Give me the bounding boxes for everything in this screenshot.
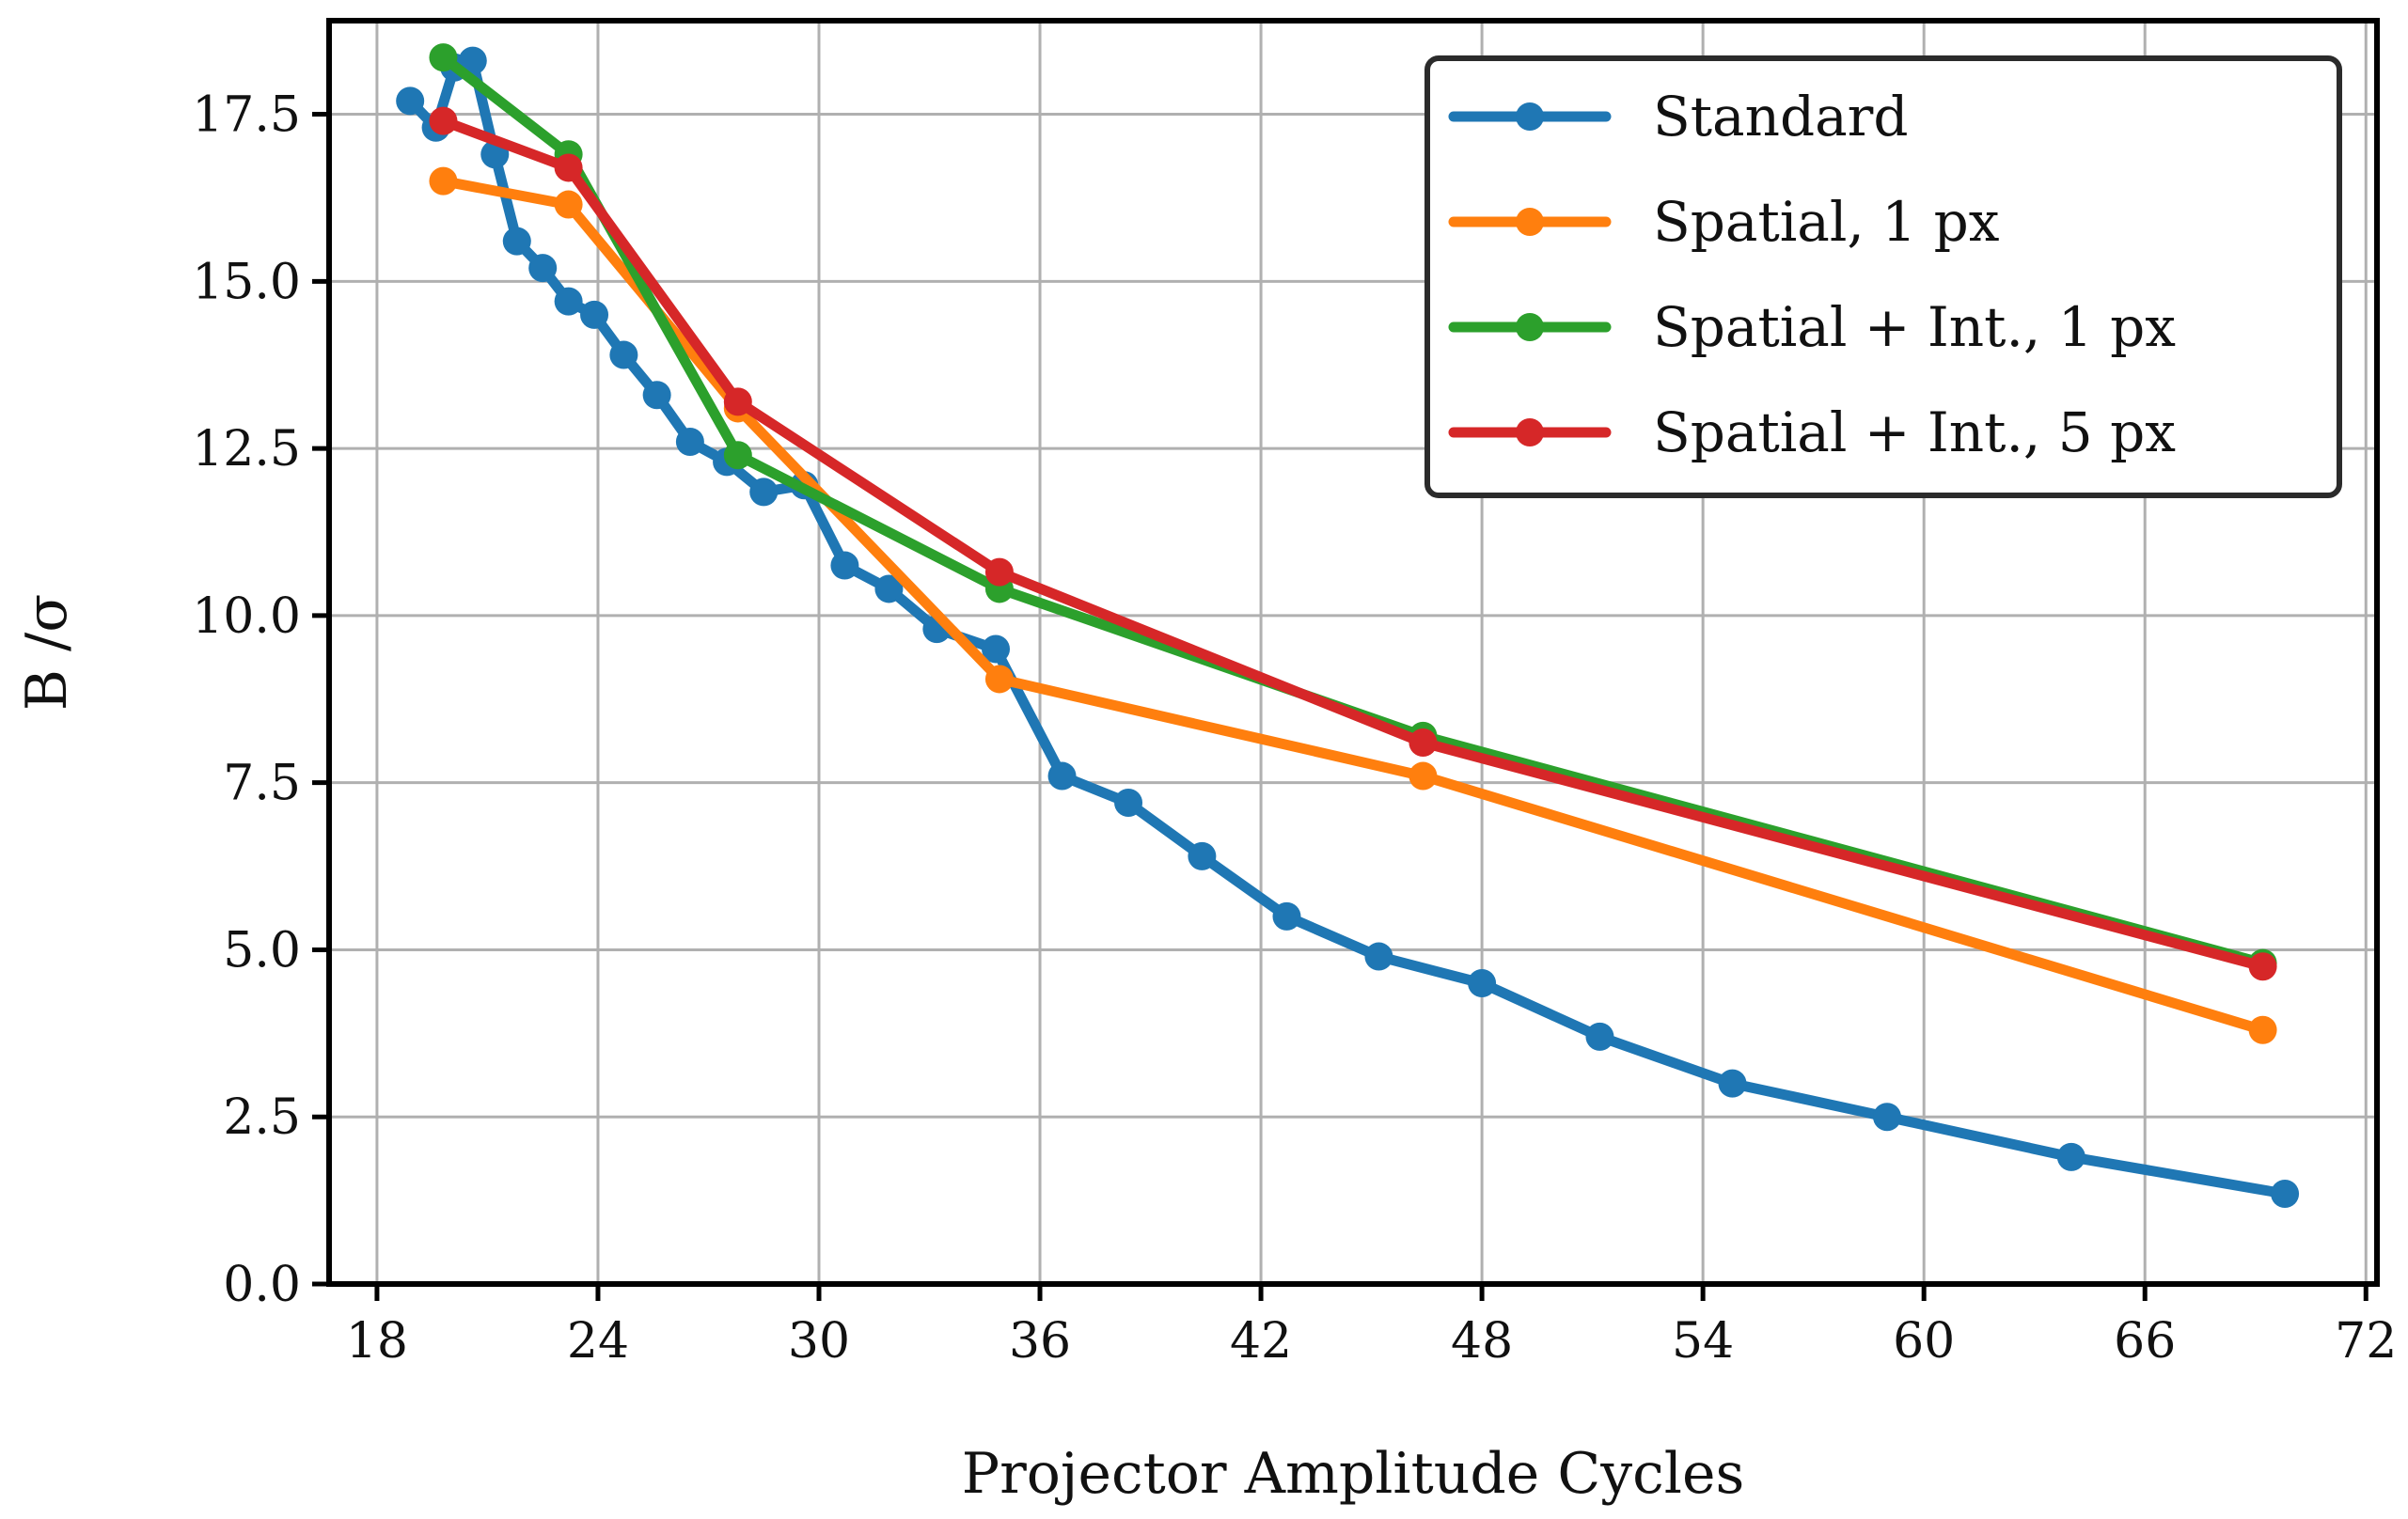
y-tick-label-3: 7.5 [223,756,301,812]
y-tick-label-5: 12.5 [192,421,301,478]
series-spatial-int-5-px [429,106,2277,981]
legend-item-spatial-int-1px: Spatial + Int., 1 px [1448,295,2176,359]
axis-ticks: 18 24 30 36 42 48 54 60 66 72 0.0 2.5 5.0 7.5 10.0 12.5… [192,87,2397,1370]
legend-label-standard: Standard [1653,85,1909,149]
data-point-spatial-int-5-px-5 [2248,952,2277,981]
data-point-standard-29 [2271,1180,2300,1208]
data-point-standard-22 [1272,901,1301,931]
y-tick-label-0: 0.0 [223,1257,301,1313]
data-point-standard-23 [1364,942,1393,971]
x-tick-label-5: 48 [1451,1313,1513,1370]
legend-label-spatial-1px: Spatial, 1 px [1653,190,1999,254]
y-tick-label-1: 2.5 [223,1089,301,1146]
y-tick-label-6: 15.0 [192,254,301,310]
series-line-spatial-1-px [437,176,2269,1036]
data-point-standard-15 [830,551,859,580]
data-point-standard-25 [1585,1022,1614,1051]
data-point-spatial-int-5-px-1 [554,153,583,182]
data-point-standard-28 [2056,1142,2085,1171]
y-axis-label: B /σ [14,594,80,711]
data-point-spatial-int-1-px-2 [723,441,752,470]
legend-marker-spatial-int-5px [1516,418,1544,446]
legend-marker-spatial-int-1px [1516,313,1544,341]
x-tick-label-8: 66 [2114,1313,2176,1370]
data-point-standard-3 [458,46,487,75]
legend-marker-spatial-1px [1516,208,1544,236]
legend-item-standard: Standard [1448,85,1909,149]
data-point-spatial-int-5-px-3 [984,557,1014,587]
legend-box [1424,55,2342,498]
data-point-standard-13 [749,478,779,507]
legend-item-spatial-1px: Spatial, 1 px [1448,190,1999,254]
data-point-spatial-1-px-4 [1409,761,1438,791]
legend-label-spatial-int-1px: Spatial + Int., 1 px [1653,295,2176,359]
data-point-standard-7 [554,287,583,316]
x-tick-label-6: 54 [1672,1313,1734,1370]
data-point-standard-16 [874,574,904,603]
data-point-spatial-int-5-px-0 [429,106,458,135]
y-tick-label-2: 5.0 [223,922,301,979]
data-point-standard-0 [396,86,425,116]
x-tick-label-3: 36 [1009,1313,1071,1370]
x-tick-label-7: 60 [1893,1313,1955,1370]
series-line-spatial-int-1-px [437,52,2269,969]
y-tick-label-4: 10.0 [192,588,301,645]
legend: Standard Spatial, 1 px Spatial + Int., 1… [1424,55,2342,498]
data-point-spatial-1-px-3 [984,665,1014,694]
x-tick-label-1: 24 [567,1313,629,1370]
data-point-standard-19 [1047,761,1077,791]
data-point-standard-18 [982,634,1011,664]
x-tick-label-2: 30 [788,1313,850,1370]
data-point-standard-8 [580,300,609,329]
data-point-spatial-int-5-px-2 [723,387,752,416]
legend-label-spatial-int-5px: Spatial + Int., 5 px [1653,400,2176,464]
data-point-spatial-1-px-0 [429,166,458,196]
series-line-spatial-int-5-px [437,116,2269,972]
legend-marker-standard [1516,102,1544,131]
x-axis-label: Projector Amplitude Cycles [962,1441,1745,1507]
series-spatial-1-px [429,166,2277,1044]
x-tick-label-9: 72 [2335,1313,2397,1370]
y-tick-label-7: 17.5 [192,87,301,144]
data-point-spatial-int-1-px-0 [429,43,458,72]
data-point-standard-24 [1468,969,1497,997]
data-point-standard-20 [1114,789,1143,817]
data-point-standard-27 [1873,1103,1902,1132]
data-point-standard-10 [642,381,671,410]
x-tick-label-0: 18 [346,1313,408,1370]
data-point-spatial-int-5-px-4 [1409,728,1438,757]
data-point-spatial-1-px-5 [2248,1015,2277,1044]
data-point-standard-21 [1188,841,1217,870]
x-tick-label-4: 42 [1230,1313,1292,1370]
data-point-spatial-1-px-1 [554,190,583,219]
series-line-standard [404,55,2290,1199]
data-point-standard-11 [675,428,704,456]
series-layer [396,43,2300,1208]
data-point-standard-9 [609,340,638,369]
data-point-standard-26 [1718,1069,1747,1098]
data-point-standard-5 [502,227,531,256]
legend-item-spatial-int-5px: Spatial + Int., 5 px [1448,400,2176,464]
plot-frame [326,18,2380,1287]
data-point-standard-6 [528,254,558,283]
